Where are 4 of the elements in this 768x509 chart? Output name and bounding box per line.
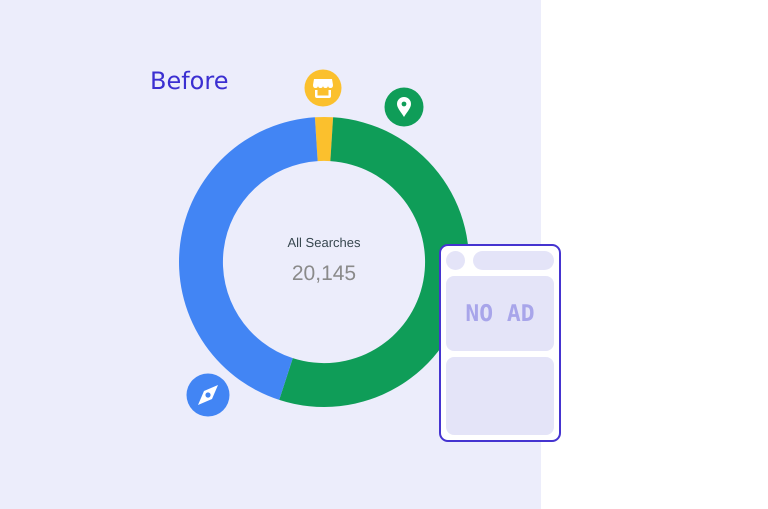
text: 20,145 (290, 261, 358, 287)
text: NO AD (465, 300, 535, 326)
text: All Searches (286, 234, 362, 252)
chart-title: Before (150, 66, 228, 97)
